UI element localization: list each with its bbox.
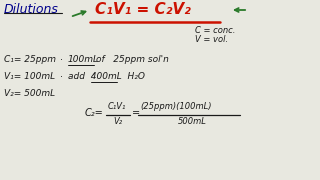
Text: ·: ·: [60, 55, 63, 65]
Text: 100mL: 100mL: [68, 55, 99, 64]
Text: V = vol.: V = vol.: [195, 35, 228, 44]
Text: 500mL: 500mL: [178, 117, 207, 126]
Text: add  400mL  H₂O: add 400mL H₂O: [68, 72, 145, 81]
Text: (25ppm)(100mL): (25ppm)(100mL): [140, 102, 212, 111]
Text: V₁= 100mL: V₁= 100mL: [4, 72, 55, 81]
Text: C₁V₁ = C₂V₂: C₁V₁ = C₂V₂: [95, 2, 191, 17]
Text: of   25ppm sol'n: of 25ppm sol'n: [96, 55, 169, 64]
Text: V₂: V₂: [113, 117, 122, 126]
Text: =: =: [132, 108, 140, 118]
Text: C₂=: C₂=: [85, 108, 104, 118]
Text: C₁= 25ppm: C₁= 25ppm: [4, 55, 56, 64]
Text: C₁V₁: C₁V₁: [108, 102, 126, 111]
Text: Dilutions: Dilutions: [4, 3, 59, 16]
Text: ·: ·: [60, 72, 63, 82]
Text: V₂= 500mL: V₂= 500mL: [4, 89, 55, 98]
Text: C = conc.: C = conc.: [195, 26, 236, 35]
